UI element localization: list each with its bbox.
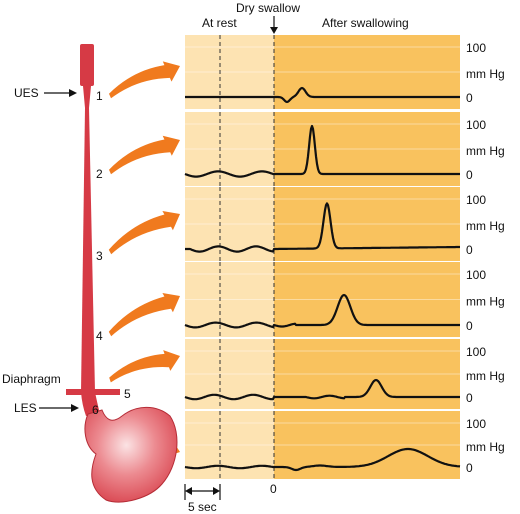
pressure-trace-4 [184,293,461,329]
scale-min-label: 0 [466,168,473,182]
site-label-4: 4 [96,329,103,343]
scale-unit-label: mm Hg [466,295,505,309]
site-arrow-1 [109,61,180,99]
pressure-panel-5: 100 mm Hg 0 [184,339,505,409]
diaphragm-label: Diaphragm [2,372,61,386]
after-swallowing-label: After swallowing [322,16,409,30]
scale-unit-label: mm Hg [466,219,505,233]
pressure-panel-1: 100 mm Hg 0 [184,35,505,109]
scale-min-label: 0 [466,91,473,105]
scale-unit-label: mm Hg [466,144,505,158]
site-arrow-3 [108,211,180,255]
scale-max-label: 100 [466,193,486,207]
pressure-trace-2 [184,124,461,178]
pressure-trace-1 [184,86,461,104]
dry-swallow-label: Dry swallow [236,1,300,15]
pressure-trace-3 [184,202,461,253]
scale-max-label: 100 [466,417,486,431]
scale-unit-label: mm Hg [466,67,505,81]
pressure-panel-4: 100 mm Hg 0 [184,262,505,337]
scale-unit-label: mm Hg [466,369,505,383]
time-interval-marker [184,484,221,500]
scale-max-label: 100 [466,268,486,282]
pressure-trace-5 [184,378,461,401]
diaphragm-bar [66,389,120,395]
site-label-2: 2 [96,167,103,181]
time-interval-label: 5 sec [188,500,217,514]
ues-label: UES [14,86,39,100]
ues-pointer [44,89,77,97]
pressure-panel-2: 100 mm Hg 0 [184,112,505,186]
scale-min-label: 0 [466,243,473,257]
dry-swallow-arrow [270,16,278,34]
les-label: LES [14,401,37,415]
scale-max-label: 100 [466,41,486,55]
esophagus [80,44,100,416]
site-arrow-2 [109,135,180,175]
scale-min-label: 0 [466,319,473,333]
pressure-panel-6: 100 mm Hg 0 [184,411,505,479]
site-label-5: 5 [124,387,131,401]
scale-max-label: 100 [466,345,486,359]
site-label-3: 3 [96,249,103,263]
pressure-trace-6 [184,447,461,472]
time-zero-label: 0 [270,482,277,496]
at-rest-label: At rest [202,16,237,30]
pressure-panels: 100 mm Hg 0 100 mm Hg 0 100 mm Hg 0 100 mm Hg 0 100 m… [184,35,505,479]
scale-min-label: 0 [466,461,473,475]
site-arrow-4 [108,293,180,337]
site-arrow-5 [109,350,180,383]
scale-min-label: 0 [466,391,473,405]
les-pointer [39,404,79,412]
site-label-1: 1 [96,89,103,103]
pressure-panel-3: 100 mm Hg 0 [184,187,505,261]
stomach [84,406,178,503]
site-label-6: 6 [92,403,99,417]
scale-unit-label: mm Hg [466,440,505,454]
site-arrows [99,61,180,458]
scale-max-label: 100 [466,118,486,132]
